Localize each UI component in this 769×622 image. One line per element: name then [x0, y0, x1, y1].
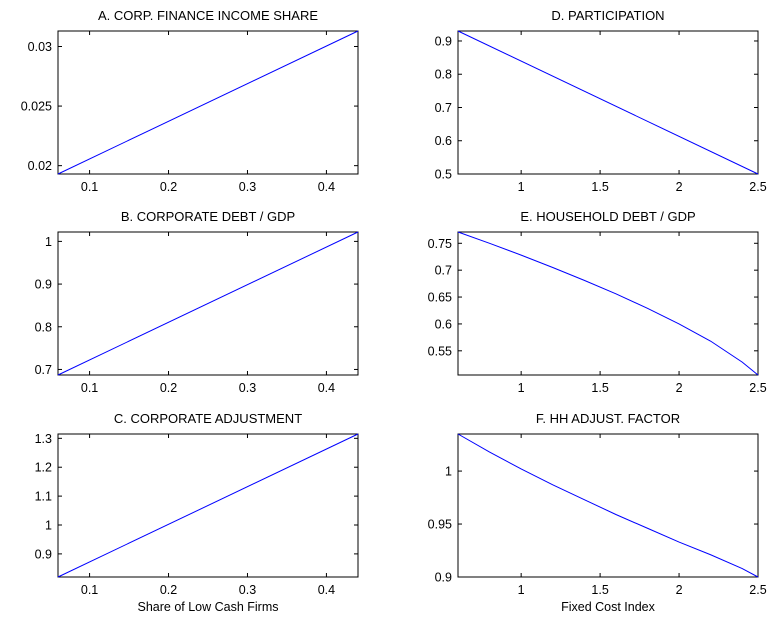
series-line	[457, 30, 759, 175]
y-tick-label: 0.75	[428, 237, 452, 251]
y-tick-label: 0.8	[435, 68, 452, 82]
chart-panel-5: E. HOUSEHOLD DEBT / GDP 1 1.5 2 2.5 0.55 0.6 0.…	[428, 209, 767, 395]
chart-title: E. HOUSEHOLD DEBT / GDP	[520, 209, 695, 224]
x-tick-label: 0.2	[160, 583, 177, 597]
chart-title: B. CORPORATE DEBT / GDP	[121, 209, 295, 224]
y-tick-label: 0.7	[35, 363, 52, 377]
x-axis-label: Share of Low Cash Firms	[137, 600, 278, 614]
x-tick-label: 2.5	[749, 381, 766, 395]
x-tick-label: 2	[676, 583, 683, 597]
axes-frame	[457, 30, 759, 175]
x-tick-label: 1.5	[591, 180, 608, 194]
x-tick-label: 1	[518, 583, 525, 597]
axes-frame	[57, 30, 359, 175]
x-tick-label: 0.2	[160, 381, 177, 395]
chart-panel-1: A. CORP. FINANCE INCOME SHARE 0.1 0.2 0.3 0.…	[21, 8, 359, 194]
x-tick-label: 0.3	[239, 180, 256, 194]
x-tick-label: 2.5	[749, 583, 766, 597]
axes-frame	[57, 231, 359, 376]
y-tick-label: 0.6	[435, 134, 452, 148]
y-tick-label: 0.025	[21, 100, 52, 114]
chart-title: D. PARTICIPATION	[551, 8, 664, 23]
x-tick-label: 0.4	[318, 180, 335, 194]
y-tick-label: 0.7	[435, 264, 452, 278]
y-tick-label: 0.5	[435, 168, 452, 182]
y-tick-label: 0.9	[435, 34, 452, 48]
chart-title: F. HH ADJUST. FACTOR	[536, 411, 680, 426]
y-tick-label: 0.8	[35, 320, 52, 334]
x-tick-label: 1.5	[591, 381, 608, 395]
y-tick-label: 1.3	[35, 432, 52, 446]
chart-panel-2: B. CORPORATE DEBT / GDP 0.1 0.2 0.3 0.4 0.7 0.…	[35, 209, 359, 395]
x-tick-label: 0.3	[239, 583, 256, 597]
y-tick-label: 0.02	[28, 159, 52, 173]
chart-panel-4: D. PARTICIPATION 1 1.5 2 2.5 0.5 0.6 0.7 0.8 0.9	[435, 8, 767, 194]
x-tick-label: 0.1	[81, 381, 98, 395]
x-tick-label: 0.4	[318, 583, 335, 597]
x-tick-label: 0.1	[81, 583, 98, 597]
chart-panel-3: C. CORPORATE ADJUSTMENT 0.1 0.2 0.3 0.4 0.9 1 1…	[35, 411, 359, 614]
x-tick-label: 1.5	[591, 583, 608, 597]
series-line	[57, 231, 359, 376]
y-tick-label: 0.9	[35, 547, 52, 561]
y-tick-label: 1	[45, 519, 52, 533]
y-tick-label: 0.95	[428, 518, 452, 532]
x-tick-label: 2	[676, 381, 683, 395]
series-line	[57, 433, 359, 578]
x-tick-label: 0.3	[239, 381, 256, 395]
x-tick-label: 0.1	[81, 180, 98, 194]
y-tick-label: 0.7	[435, 101, 452, 115]
y-tick-label: 0.03	[28, 40, 52, 54]
y-tick-label: 1	[45, 235, 52, 249]
y-tick-label: 1.1	[35, 490, 52, 504]
series-line	[457, 433, 759, 578]
x-tick-label: 1	[518, 180, 525, 194]
x-axis-label: Fixed Cost Index	[561, 600, 656, 614]
x-tick-label: 2	[676, 180, 683, 194]
axes-frame	[457, 433, 759, 578]
x-tick-label: 0.4	[318, 381, 335, 395]
axes-frame	[57, 433, 359, 578]
series-line	[457, 231, 759, 376]
y-tick-label: 1	[445, 465, 452, 479]
x-tick-label: 2.5	[749, 180, 766, 194]
y-tick-label: 0.65	[428, 291, 452, 305]
axes-frame	[457, 231, 759, 376]
y-tick-label: 0.55	[428, 344, 452, 358]
chart-title: A. CORP. FINANCE INCOME SHARE	[98, 8, 318, 23]
y-tick-label: 0.6	[435, 317, 452, 331]
chart-panel-6: F. HH ADJUST. FACTOR 1 1.5 2 2.5 0.9 0.95 1 Fixe…	[428, 411, 767, 614]
y-tick-label: 0.9	[435, 571, 452, 585]
x-tick-label: 1	[518, 381, 525, 395]
y-tick-label: 1.2	[35, 461, 52, 475]
y-tick-label: 0.9	[35, 278, 52, 292]
chart-title: C. CORPORATE ADJUSTMENT	[114, 411, 302, 426]
series-line	[57, 30, 359, 175]
x-tick-label: 0.2	[160, 180, 177, 194]
